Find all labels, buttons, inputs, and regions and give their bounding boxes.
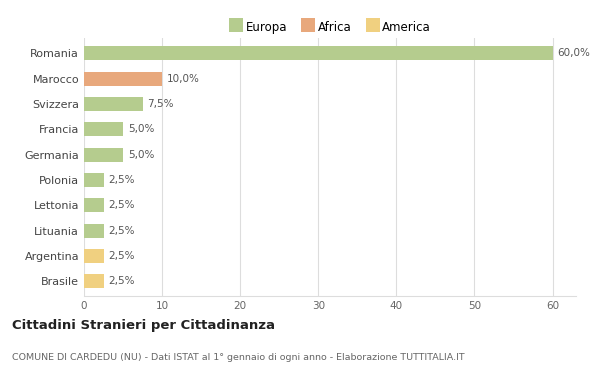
- Bar: [84, 147, 123, 162]
- Bar: [84, 249, 104, 263]
- Text: 60,0%: 60,0%: [557, 48, 590, 58]
- Bar: [84, 71, 162, 86]
- Bar: [84, 97, 143, 111]
- Text: 2,5%: 2,5%: [108, 226, 135, 236]
- Text: 5,0%: 5,0%: [128, 150, 154, 160]
- Text: 2,5%: 2,5%: [108, 175, 135, 185]
- Bar: [84, 122, 123, 136]
- Text: 5,0%: 5,0%: [128, 124, 154, 134]
- Bar: [84, 274, 104, 288]
- Text: 10,0%: 10,0%: [167, 74, 200, 84]
- Bar: [84, 198, 104, 212]
- Legend: Europa, Africa, America: Europa, Africa, America: [229, 21, 431, 34]
- Bar: [84, 173, 104, 187]
- Text: COMUNE DI CARDEDU (NU) - Dati ISTAT al 1° gennaio di ogni anno - Elaborazione TU: COMUNE DI CARDEDU (NU) - Dati ISTAT al 1…: [12, 353, 464, 363]
- Text: 7,5%: 7,5%: [147, 99, 174, 109]
- Bar: [84, 46, 553, 60]
- Bar: [84, 223, 104, 238]
- Text: 2,5%: 2,5%: [108, 276, 135, 286]
- Text: 2,5%: 2,5%: [108, 200, 135, 210]
- Text: Cittadini Stranieri per Cittadinanza: Cittadini Stranieri per Cittadinanza: [12, 319, 275, 332]
- Text: 2,5%: 2,5%: [108, 251, 135, 261]
